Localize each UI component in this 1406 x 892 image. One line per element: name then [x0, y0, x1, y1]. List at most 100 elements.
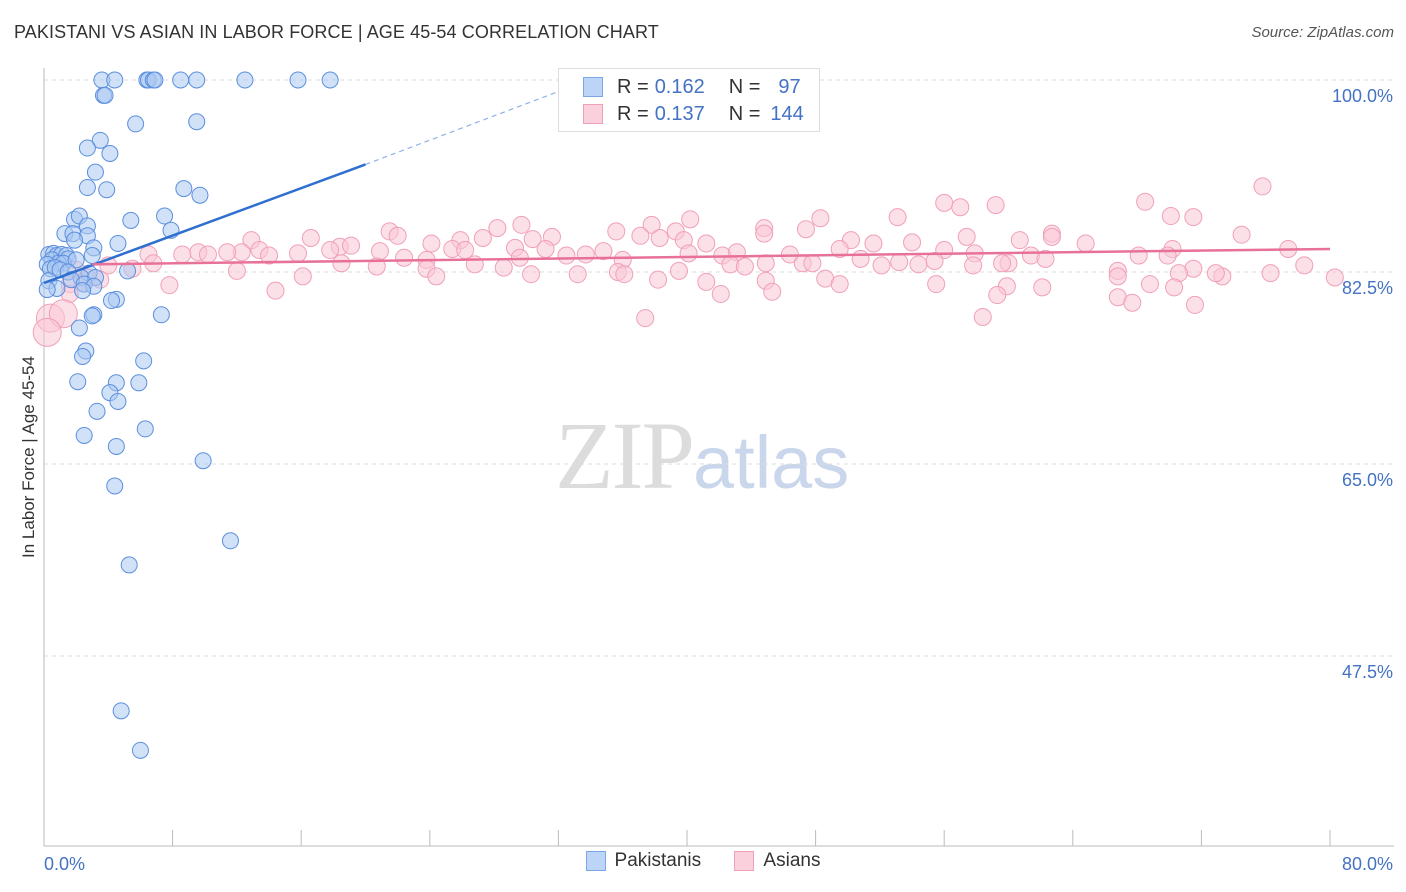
point-asians	[1010, 231, 1029, 250]
point-asians	[395, 248, 414, 267]
point-asians	[679, 244, 698, 263]
point-pakistanis	[109, 234, 127, 252]
point-pakistanis	[74, 282, 92, 300]
point-pakistanis	[67, 251, 85, 269]
point-asians	[986, 196, 1005, 215]
point-asians	[1076, 234, 1095, 253]
point-asians	[557, 246, 576, 265]
point-pakistanis	[66, 231, 84, 249]
point-asians	[957, 227, 976, 246]
point-asians	[1232, 225, 1251, 244]
y-tick-label: 100.0%	[1332, 86, 1393, 106]
point-asians	[735, 257, 754, 276]
point-asians	[456, 241, 475, 260]
point-pakistanis	[122, 211, 140, 229]
point-pakistanis	[146, 71, 164, 89]
point-pakistanis	[130, 374, 148, 392]
point-asians	[160, 276, 179, 295]
stats-row-pakistanis: R = 0.162 N = 97	[583, 74, 801, 100]
x-tick-label-min: 0.0%	[44, 854, 85, 874]
point-asians	[973, 307, 992, 326]
point-asians	[260, 246, 279, 265]
r-value: 0.162	[654, 75, 705, 98]
stats-swatch-pakistanis	[583, 77, 603, 97]
legend-swatch-pakistanis	[585, 851, 606, 871]
r-value: 0.137	[654, 102, 705, 125]
point-asians	[1161, 207, 1180, 226]
point-asians	[935, 193, 954, 212]
point-asians	[642, 215, 661, 234]
point-asians	[872, 256, 891, 275]
point-asians	[48, 299, 78, 329]
point-pakistanis	[131, 741, 149, 759]
point-pakistanis	[78, 139, 96, 157]
point-pakistanis	[188, 113, 206, 131]
chart-legend: Pakistanis Asians	[0, 850, 1406, 877]
point-asians	[796, 220, 815, 239]
point-pakistanis	[156, 207, 174, 225]
point-asians	[830, 239, 849, 258]
trend-extension-pakistanis	[365, 84, 575, 166]
point-asians	[803, 254, 822, 273]
r-label: R =	[617, 75, 649, 98]
point-pakistanis	[236, 71, 254, 89]
point-asians	[1261, 264, 1280, 283]
point-asians	[631, 226, 650, 245]
r-label: R =	[617, 102, 649, 125]
point-pakistanis	[152, 306, 170, 324]
point-asians	[1325, 268, 1344, 287]
tick-labels: 100.0% 82.5% 65.0% 47.5% 0.0% 80.0%	[44, 86, 1393, 874]
point-asians	[1136, 192, 1155, 211]
point-pakistanis	[83, 247, 101, 265]
point-asians	[811, 209, 830, 228]
point-asians	[755, 224, 774, 243]
point-asians	[964, 256, 983, 275]
point-asians	[988, 286, 1007, 305]
point-asians	[288, 244, 307, 263]
n-label: N =	[728, 75, 761, 98]
point-asians	[1184, 208, 1203, 227]
axes	[43, 68, 1394, 847]
legend-label-pakistanis: Pakistanis	[614, 850, 702, 871]
point-pakistanis	[83, 307, 101, 325]
point-pakistanis	[88, 402, 106, 420]
point-pakistanis	[188, 71, 206, 89]
point-asians	[576, 245, 595, 264]
point-asians	[473, 228, 492, 247]
y-tick-label: 82.5%	[1342, 278, 1393, 298]
n-label: N =	[728, 102, 761, 125]
point-pakistanis	[106, 71, 124, 89]
point-asians	[494, 258, 513, 277]
point-asians	[367, 257, 386, 276]
point-asians	[1033, 278, 1052, 297]
point-pakistanis	[172, 71, 190, 89]
point-asians	[763, 282, 782, 301]
trend-lines	[43, 84, 1331, 285]
point-pakistanis	[321, 71, 339, 89]
point-pakistanis	[107, 437, 125, 455]
point-asians	[198, 245, 217, 264]
point-asians	[1036, 249, 1055, 268]
point-asians	[488, 219, 507, 238]
legend-item-pakistanis: Pakistanis	[585, 850, 702, 872]
n-value: 144	[770, 102, 804, 125]
point-asians	[1042, 227, 1061, 246]
point-pakistanis	[120, 556, 138, 574]
point-asians	[1108, 267, 1127, 286]
point-asians	[293, 267, 312, 286]
point-asians	[711, 284, 730, 303]
point-pakistanis	[69, 373, 87, 391]
point-asians	[1158, 246, 1177, 265]
point-asians	[266, 281, 285, 300]
stats-box: R = 0.162 N = 97 R = 0.137 N = 144	[558, 68, 820, 132]
chart-title: PAKISTANI VS ASIAN IN LABOR FORCE | AGE …	[14, 22, 659, 42]
point-asians	[864, 234, 883, 253]
legend-item-asians: Asians	[734, 850, 820, 872]
stats-row-asians: R = 0.137 N = 144	[583, 101, 804, 127]
point-asians	[388, 226, 407, 245]
point-pakistanis	[103, 292, 121, 310]
point-pakistanis	[98, 181, 116, 199]
point-asians	[427, 267, 446, 286]
point-asians	[594, 242, 613, 261]
point-pakistanis	[221, 532, 239, 550]
